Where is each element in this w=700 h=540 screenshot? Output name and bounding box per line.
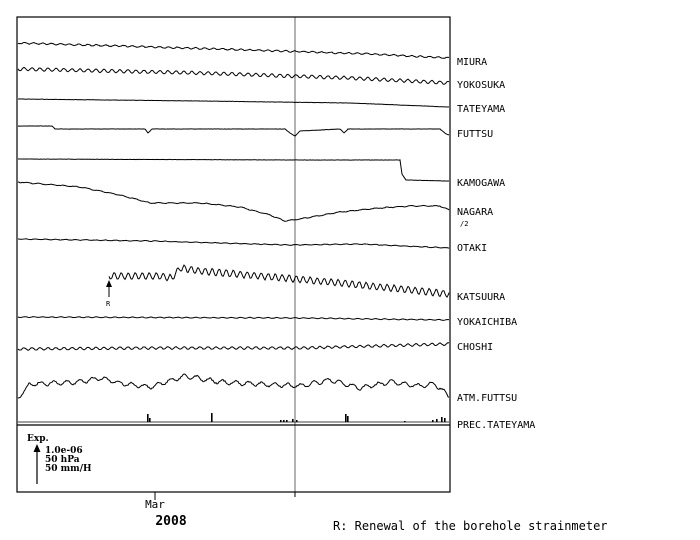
- precip-bars: [18, 413, 449, 423]
- series-label-yokosuka: YOKOSUKA: [457, 80, 505, 91]
- series-label-yokaichiba: YOKAICHIBA: [457, 317, 517, 328]
- scale-arrowhead: [33, 444, 41, 452]
- series-label-choshi: CHOSHI: [457, 342, 493, 353]
- scale-value-pressure: 50 hPa: [45, 455, 80, 465]
- station-labels: MIURA YOKOSUKA TATEYAMA FUTTSU KAMOGAWA NAGAR…: [457, 57, 535, 431]
- precip-bar: [436, 419, 438, 422]
- footnote: R: Renewal of the borehole strainmeter: [333, 519, 608, 533]
- x-year-label: 2008: [155, 514, 186, 529]
- series-label-katsuura: KATSUURA: [457, 292, 505, 303]
- series-label-nagara: NAGARA: [457, 207, 493, 218]
- renewal-arrowhead: [106, 280, 112, 287]
- series-line-tateyama: [17, 98, 450, 108]
- x-tick-label: Mar: [145, 498, 165, 511]
- precip-bar: [444, 418, 446, 422]
- series-sublabel-nagara: /2: [460, 220, 468, 228]
- series-line-choshi: [17, 342, 450, 351]
- precip-bar: [432, 420, 434, 422]
- precip-bar: [286, 420, 288, 422]
- series-label-miura: MIURA: [457, 57, 487, 68]
- scale-title: Exp.: [27, 434, 49, 444]
- precip-bar: [296, 420, 298, 422]
- series-label-prec-tateyama: PREC.TATEYAMA: [457, 420, 535, 431]
- series-line-atm-futtsu: [17, 373, 450, 399]
- series-line-yokaichiba: [17, 316, 450, 321]
- precip-bar: [404, 421, 406, 422]
- series-line-futtsu: [17, 125, 450, 137]
- precip-bar: [211, 413, 213, 422]
- precip-bar: [283, 420, 285, 422]
- series-line-yokosuka: [17, 66, 450, 85]
- series-line-miura: [17, 41, 450, 59]
- series-label-tateyama: TATEYAMA: [457, 104, 505, 115]
- precip-bar: [347, 416, 349, 422]
- trace-group: [17, 41, 450, 399]
- renewal-marker-label: R: [106, 300, 111, 308]
- series-label-futtsu: FUTTSU: [457, 129, 493, 140]
- plot-frame: [16, 16, 451, 493]
- series-line-katsuura: [108, 264, 450, 298]
- series-line-kamogawa: [17, 158, 450, 182]
- precip-bar: [280, 420, 282, 422]
- series-line-nagara: [17, 181, 450, 222]
- precip-bar: [345, 414, 347, 422]
- scale-value-strain: 1.0e-06: [45, 446, 83, 456]
- series-label-kamogawa: KAMOGAWA: [457, 178, 505, 189]
- precip-bar: [149, 418, 151, 422]
- scale-value-precip: 50 mm/H: [45, 464, 92, 474]
- precip-bar: [147, 414, 149, 422]
- precip-bar: [441, 417, 443, 422]
- series-label-otaki: OTAKI: [457, 243, 487, 254]
- series-label-atm-futtsu: ATM.FUTTSU: [457, 393, 517, 404]
- series-line-otaki: [17, 238, 450, 249]
- precip-bar: [292, 419, 294, 422]
